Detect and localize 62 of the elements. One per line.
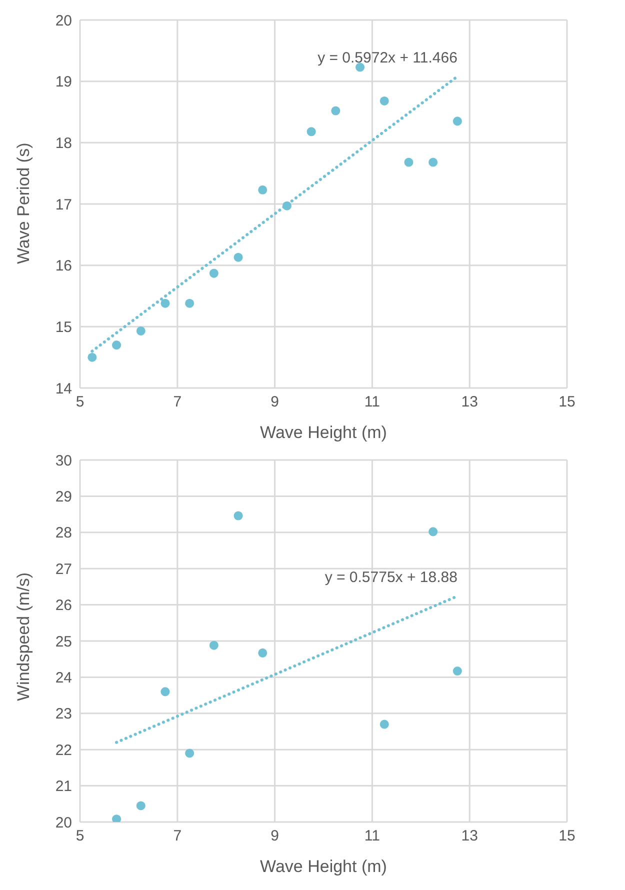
point [404,158,414,167]
x-tick-label: 13 [461,394,478,411]
y-tick-label: 21 [55,778,72,796]
x-tick-label: 15 [558,828,576,845]
point [136,326,146,336]
x-axis-title: Wave Height (m) [260,857,387,876]
point [112,340,122,350]
y-tick-label: 26 [55,597,72,614]
point [331,106,340,116]
y-tick-label: 27 [55,560,72,578]
point [452,116,462,126]
point [428,158,438,167]
point [258,648,268,658]
point [356,62,365,72]
point [452,666,462,676]
x-tick-label: 5 [76,828,84,845]
point [282,201,292,210]
point [160,687,170,696]
y-tick-label: 30 [55,452,72,470]
y-tick-label: 23 [55,706,72,723]
y-tick-label: 28 [55,524,72,542]
y-tick-label: 18 [55,134,72,152]
point [209,268,218,278]
x-axis-title: Wave Height (m) [260,423,387,442]
point [234,511,243,520]
y-tick-label: 20 [55,12,72,30]
y-tick-label: 20 [55,814,72,832]
y-tick-label: 29 [55,488,72,506]
x-tick-label: 13 [461,828,478,845]
x-tick-label: 9 [270,394,279,411]
point [380,720,389,729]
y-tick-label: 17 [55,196,72,214]
point [160,298,170,308]
y-tick-label: 24 [55,670,72,687]
x-tick-label: 15 [558,394,576,411]
y-axis-title: Windspeed (m/s) [14,572,34,701]
point [136,801,146,810]
point [380,96,389,106]
x-tick-label: 11 [364,394,380,411]
x-tick-label: 5 [76,394,84,411]
y-axis-title: Wave Period (s) [14,142,34,264]
y-tick-label: 25 [55,633,72,650]
x-tick-label: 7 [173,394,182,411]
point [209,640,218,650]
y-tick-label: 22 [55,742,72,759]
point [306,127,316,136]
y-tick-label: 14 [55,380,72,398]
point [185,298,194,308]
point [428,527,438,536]
x-tick-label: 11 [364,828,380,845]
point [234,252,243,262]
x-tick-label: 7 [173,828,182,845]
y-tick-label: 19 [55,74,72,91]
y-tick-label: 16 [55,258,72,275]
x-tick-label: 9 [270,828,279,845]
point [185,748,194,758]
y-tick-label: 15 [55,318,72,336]
point [258,185,268,194]
point [112,814,122,822]
annotation: y = 0.5775x + 18.88 [324,569,458,586]
annotation: y = 0.5972x + 11.466 [318,49,458,66]
point [88,352,97,362]
